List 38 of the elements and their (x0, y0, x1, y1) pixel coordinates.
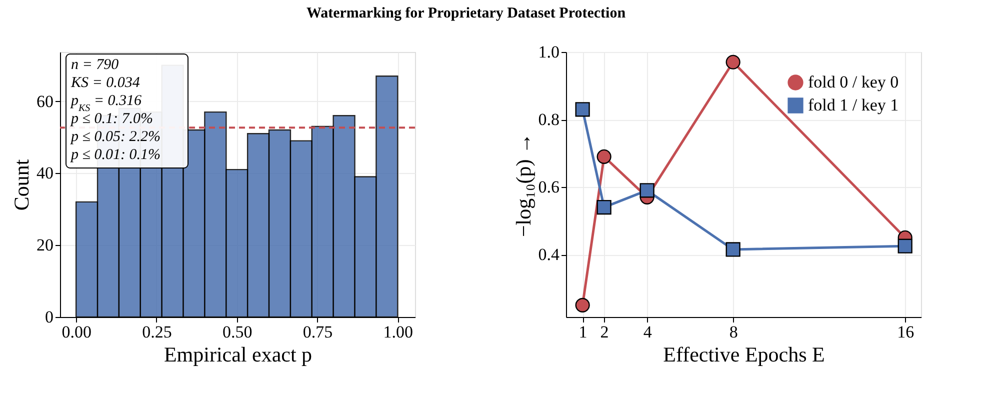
y-tick-label: 40 (36, 164, 54, 183)
annotation: p ≤ 0.05: 2.2% (70, 129, 160, 145)
point (596, 200, 612, 215)
annotation: KS = 0.034 (70, 75, 140, 91)
point (726, 242, 740, 257)
x-tick-label: 1 (578, 322, 588, 342)
annotation: n = 790 (71, 57, 120, 73)
x-tick-label: 0.75 (302, 322, 333, 342)
x-tick-label: 0.25 (142, 322, 172, 342)
y-axis-title: Count (10, 159, 34, 211)
y-tick-label: 0.6 (538, 178, 560, 197)
y-axis-title: −log₁₀(p) → (511, 132, 536, 238)
y-tick-label: 0.4 (538, 245, 560, 264)
point (596, 149, 612, 164)
point (898, 238, 912, 254)
y-tick-label: 0.8 (538, 110, 560, 130)
annotation: p ≤ 0.01: 0.1% (70, 147, 160, 163)
x-tick-label: 2 (600, 322, 609, 342)
y-tick-label: 60 (36, 92, 54, 111)
point (575, 298, 590, 312)
x-tick-label: 16 (897, 322, 914, 342)
text: Watermarking for Proprietary Dataset Protection (306, 6, 626, 22)
x-tick-label: 0.00 (62, 322, 92, 342)
point (575, 102, 590, 117)
x-tick-label: 8 (729, 322, 738, 342)
x-axis-title: Empirical exact p (164, 342, 312, 366)
x-tick-label: 1.00 (383, 322, 414, 342)
x-tick-label: 4 (643, 322, 652, 342)
point (726, 54, 740, 70)
legend-label: fold 0 / key 0 (808, 72, 899, 92)
x-tick-label: 0.50 (222, 322, 252, 342)
y-tick-label: 1.0 (538, 42, 560, 62)
x-axis-title: Effective Epochs E (663, 342, 825, 366)
y-tick-label: 20 (36, 236, 54, 255)
annotation: p ≤ 0.1: 7.0% (70, 111, 153, 127)
legend-label: fold 1 / key 1 (808, 96, 899, 114)
y-tick-label: 0 (45, 308, 54, 326)
point (640, 183, 654, 198)
